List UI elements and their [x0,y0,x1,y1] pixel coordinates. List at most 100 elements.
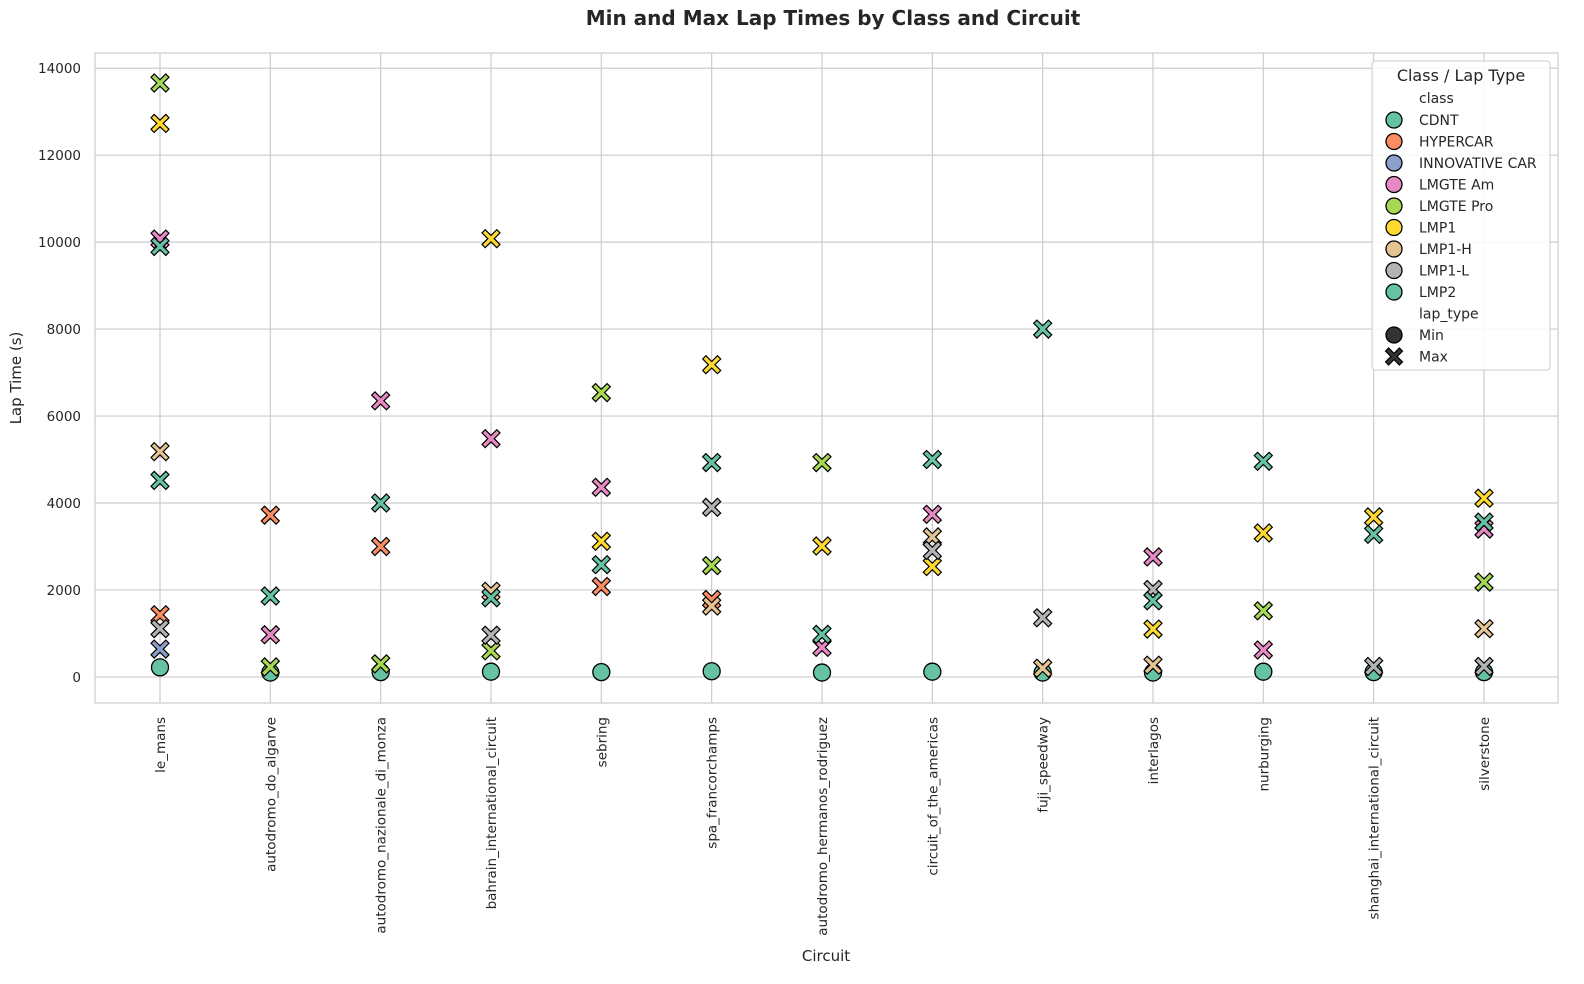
x-tick-label: bahrain_international_circuit [484,717,500,909]
legend: Class / Lap Type class CDNT HYPERCAR INNOV… [1371,60,1551,371]
point-max-lmgte-am [1143,547,1163,567]
x-tick-label: silverstone [1477,717,1493,791]
x-tick-label: le_mans [153,717,169,773]
x-tick-label: autodromo_nazionale_di_monza [374,717,390,934]
point-max-cdnt [150,470,170,491]
data-points [150,73,1494,682]
y-tick-label: 8000 [47,322,81,338]
x-tick-label: shanghai_international_circuit [1367,717,1383,919]
x-tick-label: sebring [594,717,610,767]
y-tick-label: 14000 [38,61,81,77]
point-min-lmp2 [702,662,721,681]
point-min-lmp2 [812,663,832,682]
point-min-lmp2 [592,662,611,682]
point-max-lmp1 [1474,488,1494,509]
point-max-lmp2 [1253,451,1274,472]
point-max-lmgte-am [370,390,391,411]
x-tick-label: fuji_speedway [1036,717,1052,813]
point-max-lmgte-am [591,477,612,498]
legend-entry: CDNT [1419,113,1459,129]
point-max-lmp1-l [701,497,722,518]
legend-entry: LMGTE Am [1419,178,1494,194]
legend-entry: Max [1419,350,1448,366]
legend-entry: LMGTE Pro [1419,199,1493,215]
point-max-lmp1-h [150,441,170,462]
legend-marker [1385,283,1403,301]
point-max-lmp1-l [150,618,170,639]
grid-lines [95,53,1558,703]
x-tick-label: autodromo_hermanos_rodriguez [815,717,831,936]
point-max-innovative-car [150,639,170,659]
point-max-lmp2 [701,452,722,473]
y-tick-label: 12000 [38,148,81,164]
point-min-lmp2 [1033,663,1052,682]
point-max-lmp2 [591,554,612,575]
point-max-lmp2 [1363,524,1384,545]
point-max-lmgte-pro [812,452,832,473]
legend-marker [1385,111,1403,129]
x-axis-label: Circuit [802,947,850,965]
point-max-lmp1-h [701,596,722,616]
legend-marker [1385,218,1403,237]
y-tick-label: 0 [72,670,81,686]
point-max-lmp2 [150,236,170,257]
point-max-hypercar [370,536,391,557]
point-max-lmp1-l [1032,607,1053,628]
y-axis-ticks: 0 2000 4000 6000 8000 10000 12000 14000 [38,61,81,686]
point-max-lmp1 [481,228,501,249]
point-min-cdnt [150,658,170,677]
point-max-lmgte-pro [150,73,170,93]
point-max-lmp2 [1032,319,1053,339]
y-axis-label: Lap Time (s) [7,332,25,425]
legend-marker [1385,175,1403,194]
legend-entry: LMP1 [1419,221,1456,237]
point-max-lmgte-am [922,504,943,525]
point-max-lmgte-pro [370,654,391,674]
point-max-lmgte-pro [1253,600,1274,621]
x-tick-label: circuit_of_the_americas [925,717,941,876]
legend-entry: INNOVATIVE CAR [1419,156,1537,172]
point-min-lmp2 [923,662,942,681]
point-max-lmgte-am [481,428,501,449]
point-max-lmp2 [812,624,832,645]
legend-entry: LMP1-L [1419,264,1469,280]
chart-title: Min and Max Lap Times by Class and Circu… [586,6,1081,30]
x-tick-label: interlagos [1146,717,1162,784]
point-min-lmp2 [1254,662,1273,681]
point-max-hypercar [260,505,281,526]
point-max-lmp2 [1143,590,1163,611]
legend-entry: HYPERCAR [1419,135,1494,151]
point-max-lmgte-pro [1474,572,1494,592]
point-max-lmp1 [701,354,722,375]
x-tick-label: nurburging [1256,717,1272,792]
point-max-lmp1 [591,531,612,552]
point-max-lmp1 [1143,619,1163,639]
point-max-lmp1-h [1032,658,1053,679]
x-axis-ticks: le_mans autodromo_do_algarve autodromo_naz… [153,717,1493,936]
x-tick-label: spa_francorchamps [705,717,721,849]
plot-area [94,52,1559,704]
point-max-lmp2 [1474,512,1494,532]
y-tick-label: 10000 [38,235,81,251]
point-max-lmp1-l [481,625,501,646]
legend-marker [1385,197,1403,215]
legend-class-header: class [1419,91,1454,107]
legend-lap-type-header: lap_type [1419,307,1479,323]
y-tick-label: 2000 [47,583,81,599]
point-max-lmgte-am [260,624,281,645]
legend-marker [1385,261,1403,280]
point-max-lmgte-pro [260,657,281,677]
point-max-lmgte-am [1253,640,1274,660]
point-max-lmp1-h [1143,655,1163,676]
legend-items: CDNT HYPERCAR INNOVATIVE CAR LMGTE Am LMGTE … [1384,111,1537,366]
point-max-lmgte-pro [701,555,722,576]
point-max-lmp2 [260,586,281,606]
legend-box [1371,60,1551,371]
legend-marker [1385,240,1403,258]
legend-entry: Min [1419,328,1444,344]
point-max-lmp2 [481,587,501,608]
point-max-lmp2 [922,449,943,470]
y-tick-label: 4000 [47,496,81,512]
point-max-lmp1-l [922,540,943,561]
